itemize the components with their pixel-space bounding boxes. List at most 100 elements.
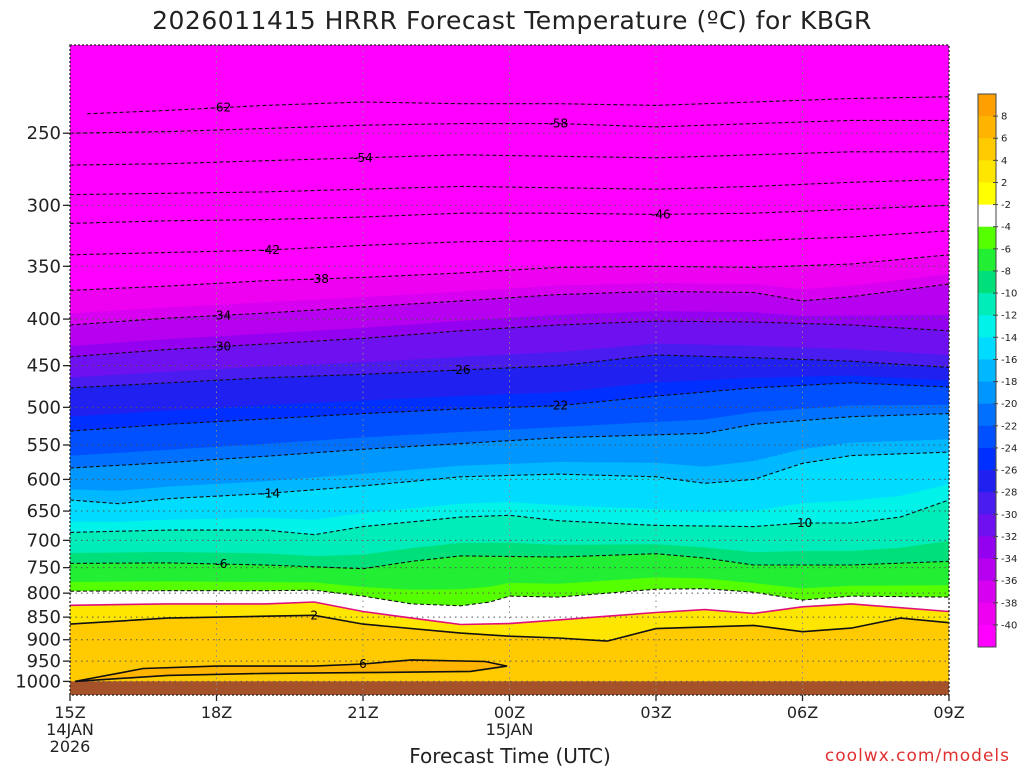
temperature-band (245, 406, 252, 421)
temperature-band (519, 260, 525, 271)
temperature-band (211, 115, 218, 124)
temperature-band (157, 613, 164, 620)
temperature-band (328, 298, 335, 310)
temperature-band (480, 222, 486, 233)
temperature-band (270, 468, 276, 482)
temperature-band (426, 410, 432, 423)
temperature-band (128, 352, 135, 364)
temperature-band (431, 397, 437, 411)
temperature-band (489, 241, 496, 252)
temperature-band (480, 453, 486, 466)
temperature-band (172, 338, 179, 350)
temperature-band (411, 481, 418, 496)
temperature-band (421, 187, 428, 198)
temperature-band (470, 241, 476, 253)
temperature-band (157, 275, 164, 288)
temperature-band (265, 573, 271, 583)
temperature-band (206, 230, 213, 242)
temperature-band (109, 465, 115, 479)
temperature-band (397, 398, 403, 413)
temperature-band (70, 143, 76, 156)
temperature-band (402, 602, 408, 609)
temperature-band (216, 107, 222, 116)
temperature-band (358, 540, 364, 556)
temperature-band (128, 153, 135, 165)
temperature-band (519, 231, 525, 242)
temperature-band (338, 257, 345, 269)
temperature-band (231, 608, 237, 614)
temperature-band (309, 545, 315, 557)
temperature-band (138, 614, 144, 621)
temperature-band (421, 134, 428, 146)
temperature-band (470, 134, 476, 146)
temperature-band (397, 295, 403, 306)
temperature-band (84, 194, 91, 205)
temperature-band (338, 308, 345, 320)
temperature-band (172, 449, 179, 463)
temperature-band (167, 371, 174, 384)
temperature-band (226, 272, 232, 284)
temperature-band (455, 282, 462, 293)
temperature-band (211, 130, 218, 142)
temperature-band (187, 123, 193, 132)
temperature-band (475, 610, 481, 618)
temperature-band (333, 576, 340, 586)
temperature-band (172, 220, 179, 232)
temperature-band (89, 605, 96, 612)
temperature-band (138, 118, 144, 126)
temperature-band (245, 161, 252, 173)
temperature-band (446, 396, 452, 411)
temperature-band (509, 394, 515, 408)
temperature-band (94, 521, 100, 533)
temperature-band (338, 147, 345, 160)
temperature-band (245, 324, 252, 336)
temperature-band (446, 165, 452, 177)
temperature-band (519, 543, 525, 558)
temperature-band (372, 436, 379, 450)
temperature-band (143, 231, 149, 244)
temperature-band (289, 321, 296, 333)
temperature-band (240, 334, 247, 346)
temperature-band (206, 599, 213, 605)
temperature-band (323, 118, 330, 128)
temperature-band (94, 289, 100, 302)
temperature-band (499, 251, 506, 262)
temperature-band (509, 502, 515, 517)
temperature-band (216, 421, 222, 435)
temperature-band (157, 142, 164, 154)
temperature-band (70, 377, 76, 389)
temperature-band (431, 302, 437, 314)
temperature-band (118, 595, 125, 601)
temperature-band (524, 259, 530, 270)
temperature-band (343, 198, 349, 209)
temperature-band (485, 502, 491, 517)
temperature-band (240, 356, 247, 369)
temperature-band (426, 559, 432, 576)
temperature-band (328, 137, 335, 149)
temperature-band (494, 123, 501, 135)
temperature-band (299, 190, 305, 201)
temperature-band (113, 143, 120, 155)
temperature-band (109, 531, 115, 543)
temperature-band (382, 157, 389, 169)
temperature-band (201, 617, 208, 695)
temperature-band (416, 410, 423, 424)
temperature-band (436, 253, 442, 265)
temperature-band (333, 543, 340, 557)
temperature-band (138, 384, 144, 399)
temperature-band (529, 103, 535, 111)
temperature-band (309, 320, 315, 332)
temperature-band (153, 604, 159, 610)
temperature-band (343, 168, 349, 180)
temperature-band (201, 572, 208, 583)
temperature-band (319, 179, 325, 191)
temperature-band (74, 233, 81, 245)
temperature-band (299, 594, 305, 599)
temperature-band (499, 464, 506, 477)
temperature-band (240, 608, 247, 613)
temperature-band (519, 556, 525, 571)
temperature-band (172, 45, 179, 111)
temperature-band (79, 213, 86, 224)
temperature-band (489, 453, 496, 466)
temperature-band (123, 512, 130, 523)
